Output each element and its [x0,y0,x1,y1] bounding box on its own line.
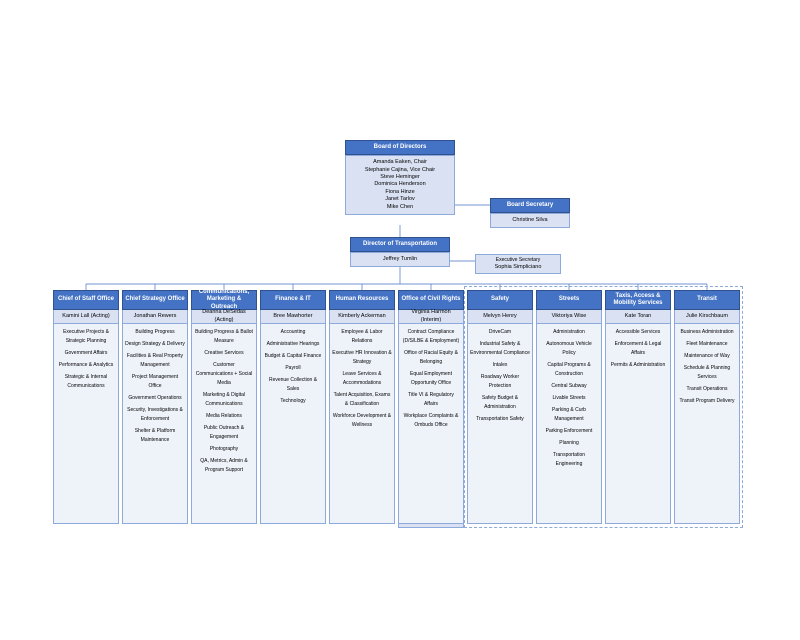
dept-3: Finance & ITBree Mawhorter Accounting Admi… [260,290,326,524]
dept-header: Chief Strategy Office [122,290,188,310]
dept-item: Public Outreach & Engagement [194,424,254,442]
dept-lead: Virginia Harmon (Interim) [398,310,464,324]
dept-item: Facilities & Real Property Management [125,352,185,370]
dept-item: Executive Projects & Strategic Planning [56,328,116,346]
dept-item: Building Progress [125,328,185,337]
board-node: Board of Directors Amanda Eaken, ChairSt… [345,140,455,215]
dept-item: Accounting [263,328,323,337]
dept-header: Office of Civil Rights [398,290,464,310]
dept-5: Office of Civil RightsVirginia Harmon (I… [398,290,464,524]
dept-item: Shelter & Platform Maintenance [125,427,185,445]
dept-item: Payroll [263,364,323,373]
dept-lead: Deanna DeSedas (Acting) [191,310,257,324]
dept-item: Technology [263,397,323,406]
director-node: Director of Transportation Jeffrey Tumli… [350,237,450,267]
dept-item: Equal Employment Opportunity Office [401,370,461,388]
dept-header: Finance & IT [260,290,326,310]
dept-item: Contract Compliance (D/S/LBE & Employmen… [401,328,461,346]
dept-item: Marketing & Digital Communications [194,391,254,409]
group-dashed-box [464,286,743,528]
dept-lead: Kamini Lall (Acting) [53,310,119,324]
dept-lead: Bree Mawhorter [260,310,326,324]
board-members: Amanda Eaken, ChairStephanie Cajina, Vic… [345,155,455,215]
dept-item: Workforce Development & Wellness [332,412,392,430]
dept-items: Accounting Administrative Hearings Budget … [260,324,326,524]
secretary-node: Board Secretary Christine Silva [490,198,570,228]
dept-items: Executive Projects & Strategic Planning G… [53,324,119,524]
dept-item: Strategic & Internal Communications [56,373,116,391]
dept-item: Revenue Collection & Sales [263,376,323,394]
dept-item: QA, Metrics, Admin & Program Support [194,457,254,475]
dept-item: Creative Services [194,349,254,358]
board-header: Board of Directors [345,140,455,155]
dept-item: Performance & Analytics [56,361,116,370]
dept-item: Talent Acquisition, Exams & Classificati… [332,391,392,409]
dept-item: Employee & Labor Relations [332,328,392,346]
dept-item: Title VI & Regulatory Affairs [401,391,461,409]
dept-1: Chief Strategy OfficeJonathan RewersBuil… [122,290,188,524]
dept-item: Workplace Complaints & Ombuds Office [401,412,461,430]
dept-item: Government Operations [125,394,185,403]
director-header: Director of Transportation [350,237,450,252]
dept-header: Human Resources [329,290,395,310]
dept-item: Photography [194,445,254,454]
dept-item: Office of Racial Equity & Belonging [401,349,461,367]
dept-item: Media Relations [194,412,254,421]
dept-items: Building Progress & Ballot Measure Creati… [191,324,257,524]
dept-item: Design Strategy & Delivery [125,340,185,349]
dept-4: Human ResourcesKimberly AckermanEmployee… [329,290,395,524]
dept-item: Building Progress & Ballot Measure [194,328,254,346]
dept-item: Administrative Hearings [263,340,323,349]
director-body: Jeffrey Tumlin [350,252,450,267]
dept-2: Communications, Marketing & OutreachDean… [191,290,257,524]
exec-secretary-node: Executive Secretary Sophia Simpliciano [475,254,561,274]
dept-items: Employee & Labor Relations Executive HR I… [329,324,395,524]
dept-item: Project Management Office [125,373,185,391]
dept-lead: Kimberly Ackerman [329,310,395,324]
dept-item: Executive HR Innovation & Strategy [332,349,392,367]
dept-items: Building Progress Design Strategy & Deliv… [122,324,188,524]
dept-item: Security, Investigations & Enforcement [125,406,185,424]
secretary-body: Christine Silva [490,213,570,228]
dept-header: Communications, Marketing & Outreach [191,290,257,310]
dept-lead: Jonathan Rewers [122,310,188,324]
dept-items: Contract Compliance (D/S/LBE & Employmen… [398,324,464,524]
dept-item: Budget & Capital Finance [263,352,323,361]
dept-0: Chief of Staff OfficeKamini Lall (Acting… [53,290,119,524]
exec-sec-name: Sophia Simpliciano [478,264,558,271]
dept-header: Chief of Staff Office [53,290,119,310]
secretary-header: Board Secretary [490,198,570,213]
dept-item: Customer Communications + Social Media [194,361,254,388]
dept-item: Government Affairs [56,349,116,358]
dept-item: Leave Services & Accommodations [332,370,392,388]
